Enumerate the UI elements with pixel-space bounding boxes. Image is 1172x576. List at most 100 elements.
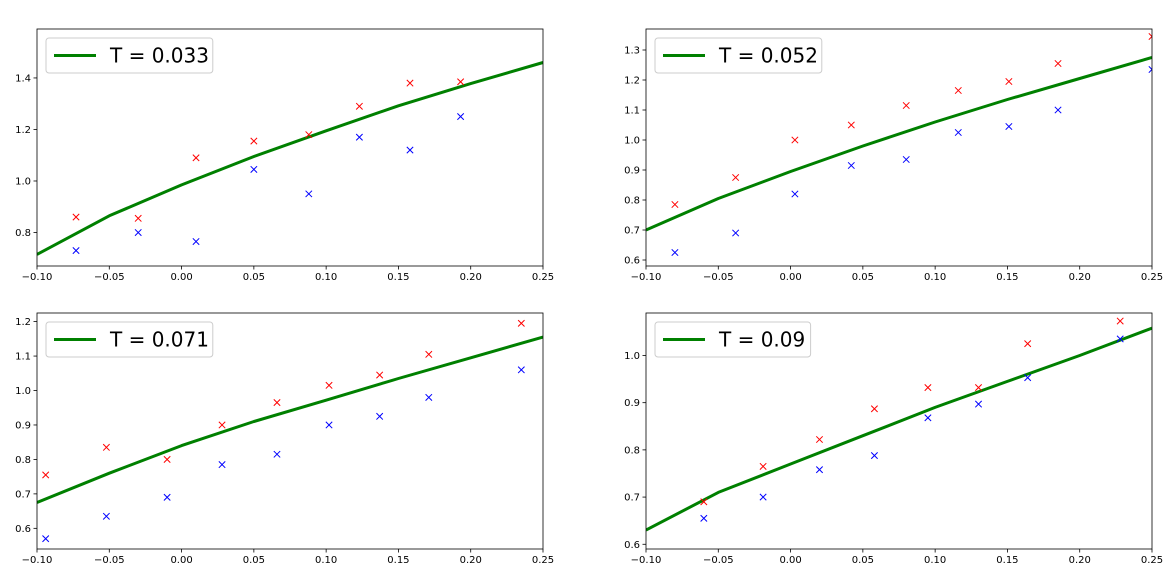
red-x-marker [42,471,50,479]
red-x-marker [1005,77,1013,86]
x-tick-label: 0.15 [996,272,1018,283]
red-x-marker [218,421,226,429]
red-x-marker [457,78,465,86]
x-tick-label: 0.05 [243,555,265,566]
blue-x-marker [163,493,171,501]
axes-frame [36,28,544,267]
blue-x-marker [517,366,525,374]
blue-x-marker [902,155,910,164]
chart-panel-4: −0.10 −0.05 0.00 0.05 0.10 0.15 0.20 0.25 0.6 0.7… [624,312,1163,566]
legend: T = 0.052 [654,37,823,74]
red-x-marker [102,443,110,451]
legend: T = 0.033 [45,37,214,74]
legend-label: T = 0.052 [718,44,818,68]
x-tick-label: 0.15 [996,555,1018,566]
axes-frame [645,28,1153,267]
y-tick-label: 0.8 [15,455,31,466]
x-tick-label: 0.00 [779,555,801,566]
red-x-marker [954,86,962,95]
axes-frame [36,312,544,550]
y-tick-label: 1.1 [15,352,31,363]
x-tick-label: 0.20 [1069,272,1091,283]
y-tick-label: 1.0 [624,136,640,147]
blue-x-marker [325,421,333,429]
red-x-marker [815,435,824,444]
red-x-marker [700,498,708,506]
y-tick-label: 0.7 [15,489,31,500]
y-tick-label: 1.0 [624,351,640,362]
blue-x-marker [250,165,258,173]
red-x-marker [250,137,258,145]
blue-x-marker [102,512,110,520]
legend-box [45,37,214,74]
red-x-marker [305,131,313,139]
y-tick-label: 0.9 [15,420,31,431]
x-tick-label: 0.00 [170,272,192,283]
blue-x-marker [1024,374,1032,382]
legend: T = 0.071 [45,321,214,358]
y-tick-label: 0.9 [624,166,640,177]
red-x-marker [355,102,363,110]
red-x-marker [72,213,80,221]
red-x-marker [406,79,414,87]
y-tick-label: 0.6 [624,256,640,267]
x-tick-label: 0.20 [460,555,482,566]
red-x-marker [376,371,384,379]
y-tick-label: 1.1 [624,106,640,117]
y-tick-label: 1.3 [624,46,640,57]
blue-x-marker [273,450,281,458]
blue-x-marker [1116,335,1124,343]
x-tick-label: 0.05 [243,272,265,283]
x-tick-label: 0.10 [924,272,946,283]
chart-panel-1: −0.10 −0.05 0.00 0.05 0.10 0.15 0.20 0.25 0.8 1.0… [15,28,554,283]
y-tick-label: 1.2 [15,317,31,328]
red-x-marker [517,319,525,327]
red-x-marker [902,101,910,110]
red-x-marker [163,455,171,463]
x-tick-label: −0.05 [94,272,125,283]
blue-x-marker [134,228,142,237]
red-x-marker [425,350,433,358]
blue-x-marker [1054,106,1062,114]
blue-x-marker [218,461,226,469]
y-tick-label: 0.6 [15,524,31,535]
x-tick-label: 0.10 [315,272,337,283]
x-tick-label: −0.05 [94,555,125,566]
blue-x-marker [457,113,465,121]
x-tick-label: 0.05 [852,555,874,566]
red-x-marker [273,399,281,407]
red-x-marker [924,384,932,392]
fit-line [646,326,1152,532]
plot-area [37,319,543,543]
red-x-marker [732,173,740,182]
red-x-marker [870,405,878,413]
red-x-marker [759,462,767,470]
y-tick-label: 0.9 [624,398,640,409]
legend: T = 0.09 [654,321,812,358]
x-tick-label: 0.25 [532,555,554,566]
y-tick-label: 1.4 [15,73,31,84]
x-tick-label: 0.00 [779,272,801,283]
legend-label: T = 0.071 [109,328,209,352]
red-x-marker [1116,317,1124,325]
blue-x-marker [355,133,363,141]
fit-line [646,56,1152,232]
y-tick-label: 0.8 [15,228,31,239]
blue-x-marker [425,393,433,401]
blue-x-marker [671,248,679,257]
red-x-marker [671,200,679,209]
blue-x-marker [759,493,767,501]
red-x-marker [1148,32,1152,41]
chart-panel-2: −0.10 −0.05 0.00 0.05 0.10 0.15 0.20 0.25 0.6 0.7… [624,28,1163,283]
x-tick-label: 0.05 [852,272,874,283]
blue-x-marker [870,451,878,460]
y-tick-label: 0.8 [624,196,640,207]
y-tick-label: 0.6 [624,540,640,551]
plot-area [646,32,1152,257]
chart-panel-3: −0.10 −0.05 0.00 0.05 0.10 0.15 0.20 0.25 0.6 0.7… [15,312,554,566]
y-tick-label: 0.7 [624,493,640,504]
x-tick-label: 0.25 [532,272,554,283]
x-tick-label: 0.15 [387,272,409,283]
red-x-marker [791,136,799,144]
